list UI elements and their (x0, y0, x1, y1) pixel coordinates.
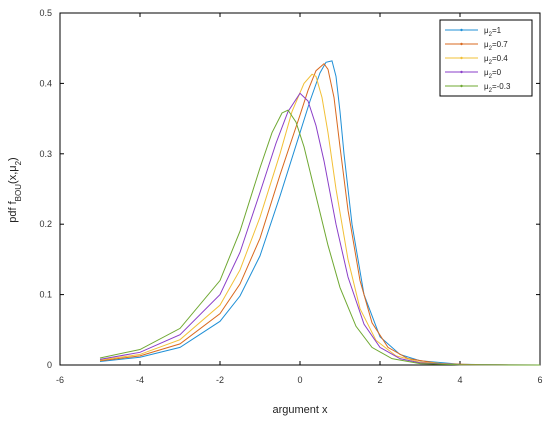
y-label-suffix: (x,μ (7, 165, 19, 184)
legend-marker-3 (460, 70, 463, 74)
x-tick-label: 6 (537, 375, 542, 385)
x-tick-label: -2 (216, 375, 224, 385)
x-tick-label: 4 (457, 375, 462, 385)
series-line-3 (99, 92, 541, 366)
legend-label-4: μ2=-0.3 (484, 82, 511, 94)
legend-label-2: μ2=0.4 (484, 54, 508, 66)
series-line-4 (99, 109, 541, 366)
y-tick-label: 0.4 (39, 78, 52, 88)
x-tick-label: 0 (297, 375, 302, 385)
y-label-suffix-sub: 2 (14, 160, 23, 165)
y-tick-label: 0 (47, 360, 52, 370)
x-tick-label: -6 (56, 375, 64, 385)
x-axis-ticks: -6 -4 -2 0 2 4 6 (56, 13, 543, 385)
legend-label-0: μ2=1 (484, 26, 502, 38)
legend-marker-4 (460, 84, 463, 88)
series-line-2 (99, 73, 541, 366)
x-tick-label: 2 (377, 375, 382, 385)
y-label-prefix: pdf f (7, 200, 19, 222)
y-label-close: ) (7, 157, 19, 161)
series-lines (99, 60, 541, 366)
series-line-1 (99, 62, 541, 366)
legend-marker-1 (460, 42, 463, 46)
y-label-subscript: BOU (14, 184, 23, 202)
x-axis-label: argument x (272, 404, 328, 416)
x-tick-label: -4 (136, 375, 144, 385)
series-line-0 (99, 60, 541, 366)
legend: μ2=1 μ2=0.7 μ2=0.4 μ2=0 μ2=-0.3 (439, 19, 533, 97)
y-tick-label: 0.2 (39, 219, 52, 229)
y-tick-label: 0.5 (39, 8, 52, 18)
y-tick-label: 0.1 (39, 290, 52, 300)
y-axis-label: pdf fBOU(x,μ2) (7, 157, 23, 222)
legend-label-3: μ2=0 (484, 68, 502, 80)
y-tick-label: 0.3 (39, 149, 52, 159)
legend-marker-0 (460, 28, 463, 32)
y-axis-ticks: 0 0.1 0.2 0.3 0.4 0.5 (39, 8, 540, 370)
legend-label-1: μ2=0.7 (484, 40, 508, 52)
legend-marker-2 (460, 56, 463, 60)
